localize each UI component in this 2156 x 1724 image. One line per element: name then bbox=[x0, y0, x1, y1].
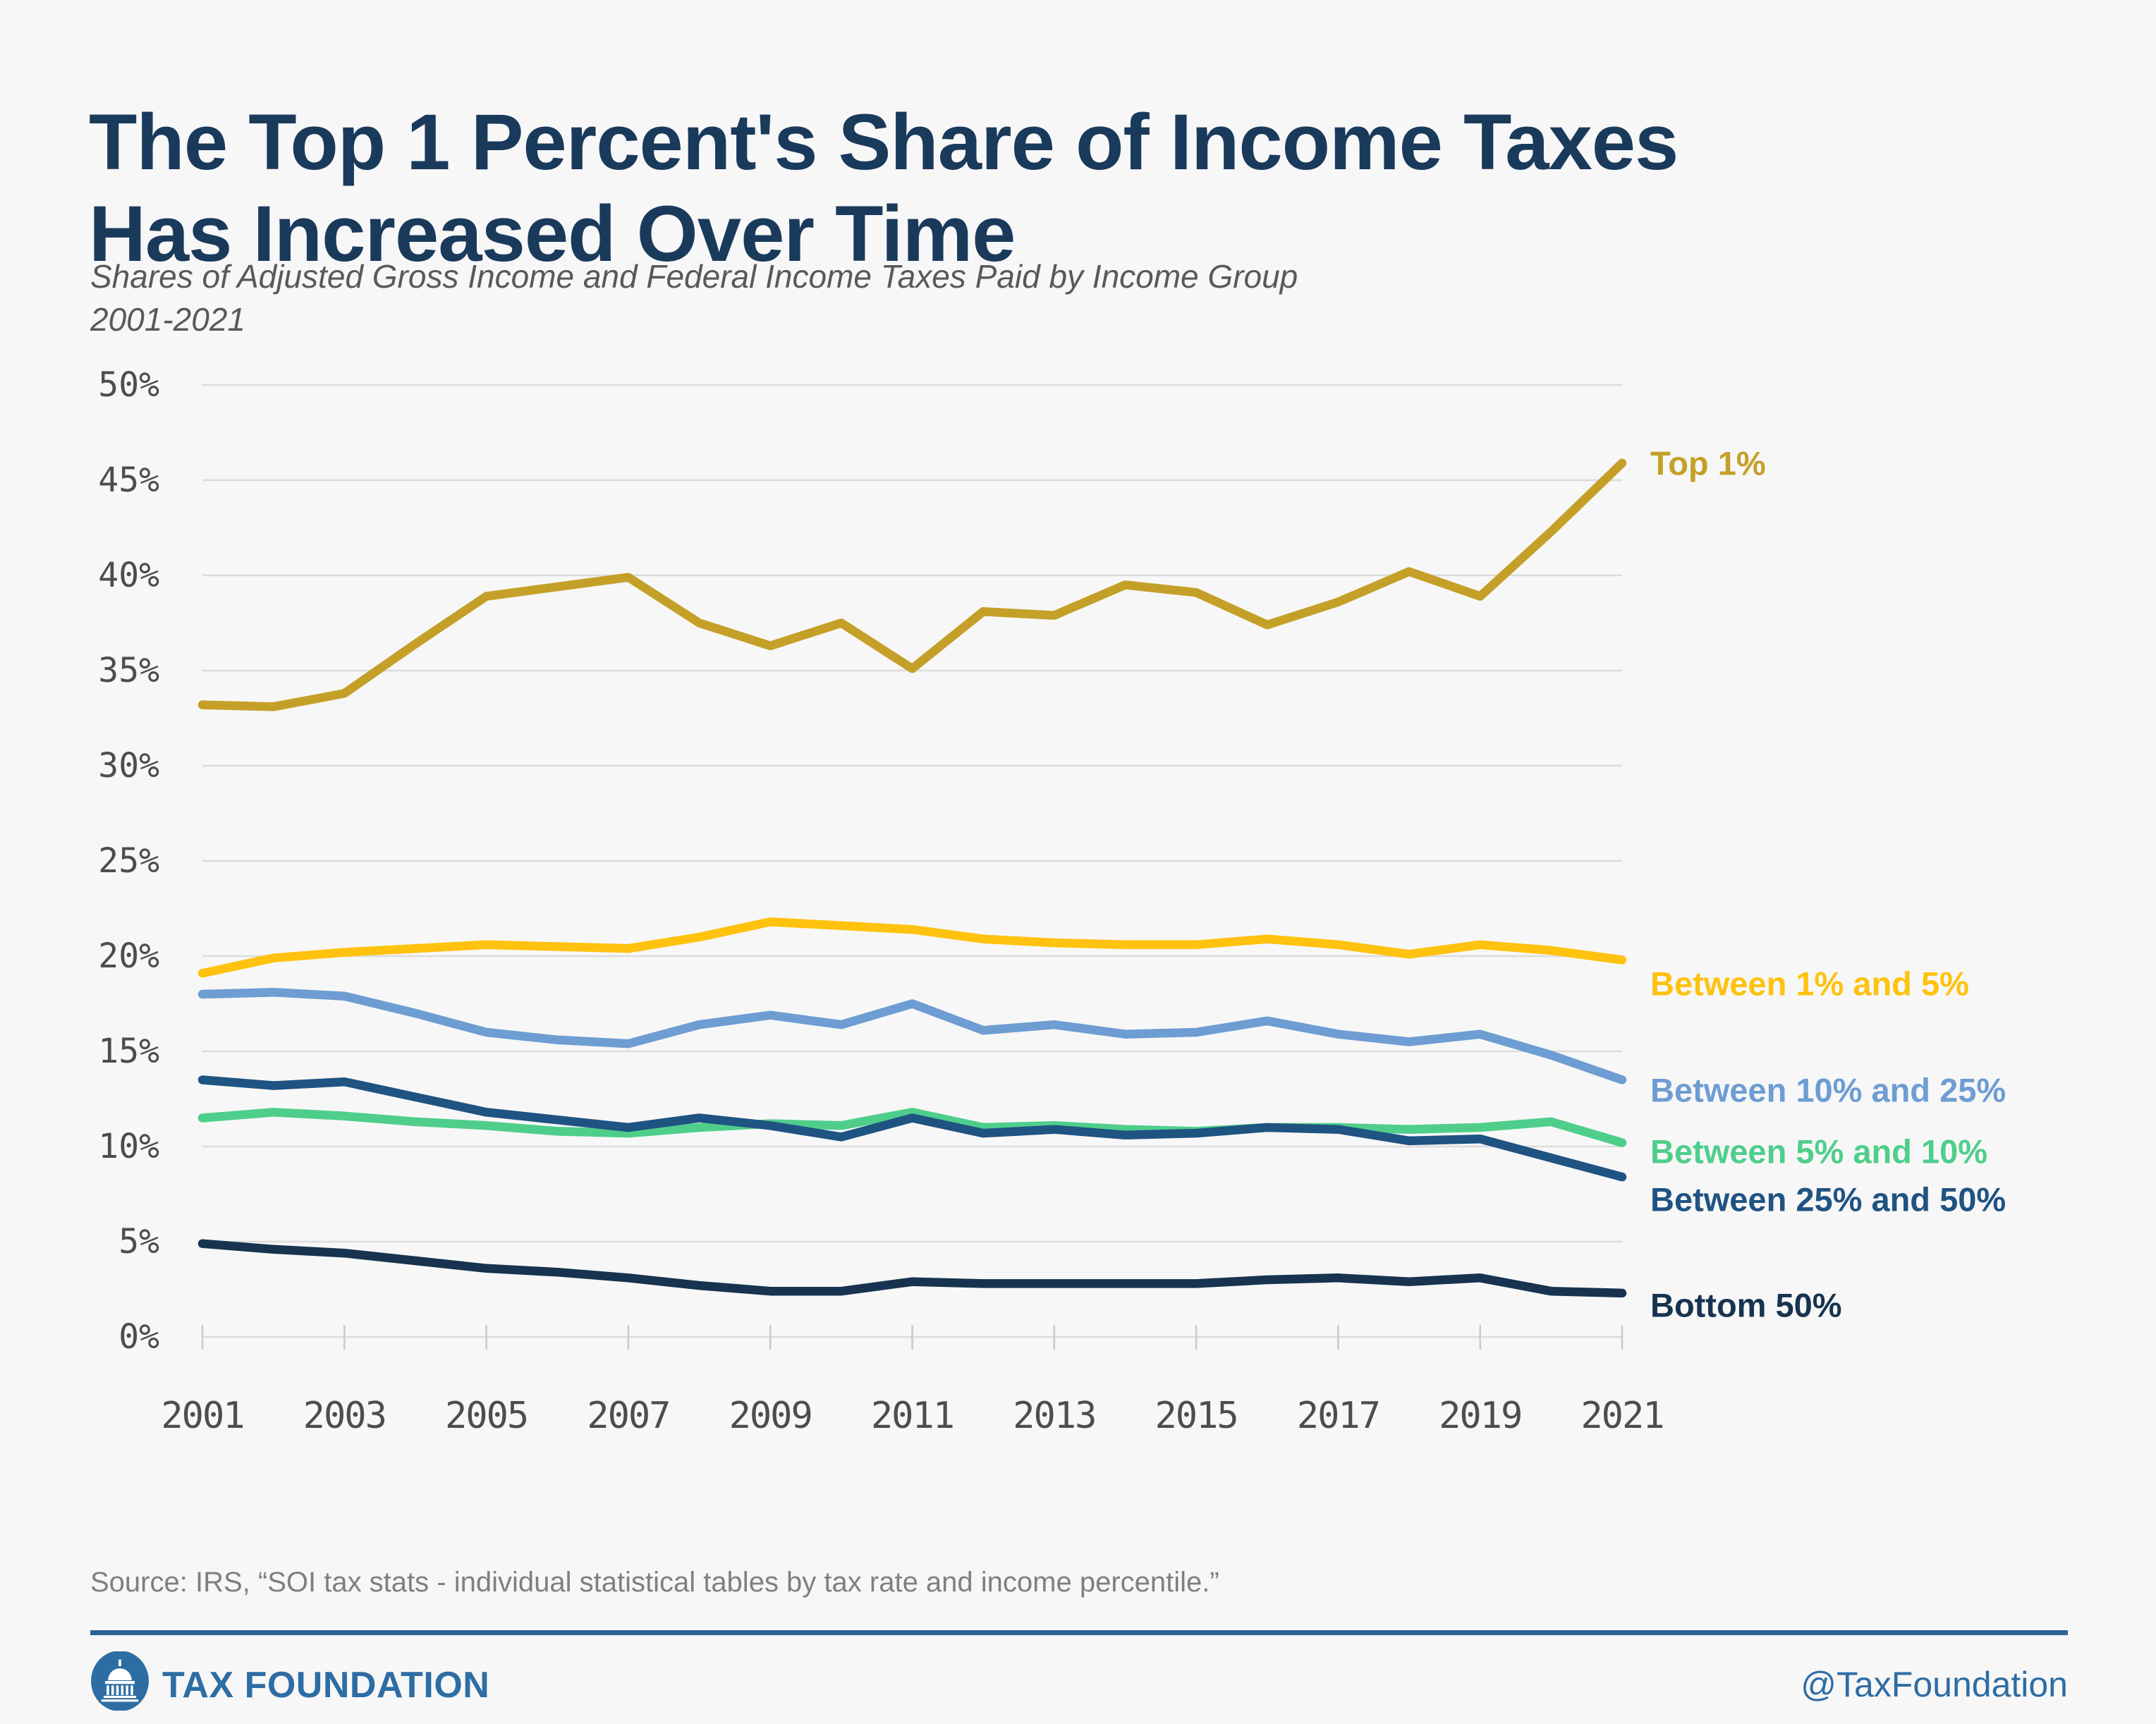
x-axis-tick-label-2011: 2011 bbox=[870, 1395, 955, 1437]
y-axis-tick-label-50: 50% bbox=[98, 365, 159, 405]
x-axis-tick-label-2021: 2021 bbox=[1581, 1395, 1664, 1437]
y-axis-tick-label-5: 5% bbox=[118, 1222, 159, 1261]
x-axis-tick-label-2017: 2017 bbox=[1296, 1395, 1381, 1437]
twitter-handle[interactable]: @TaxFoundation bbox=[1801, 1665, 2068, 1704]
series-line-between_1_5 bbox=[197, 917, 1627, 978]
capitol-dome-icon bbox=[101, 1659, 139, 1702]
source-note: Source: IRS, “SOI tax stats - individual… bbox=[90, 1567, 1219, 1598]
x-axis-tick-label-2013: 2013 bbox=[1013, 1395, 1097, 1437]
series-line-bottom_50 bbox=[197, 1239, 1627, 1298]
y-axis-tick-label-20: 20% bbox=[98, 936, 159, 976]
y-axis-tick-label-40: 40% bbox=[98, 556, 159, 595]
series-label-between_25_50: Between 25% and 50% bbox=[1650, 1180, 2006, 1218]
y-axis-tick-label-45: 45% bbox=[98, 460, 159, 500]
series-line-top1 bbox=[197, 458, 1627, 711]
series-label-between_10_25: Between 10% and 25% bbox=[1650, 1071, 2006, 1109]
series-label-between_1_5: Between 1% and 5% bbox=[1650, 965, 1969, 1003]
y-axis-tick-label-10: 10% bbox=[98, 1127, 159, 1166]
x-axis-tick-label-2001: 2001 bbox=[161, 1395, 245, 1437]
brand-name: TAX FOUNDATION bbox=[162, 1665, 490, 1706]
x-axis-tick-label-2007: 2007 bbox=[587, 1395, 671, 1437]
y-axis-tick-label-0: 0% bbox=[118, 1317, 159, 1357]
series-line-between_25_50 bbox=[197, 1075, 1627, 1182]
series-line-between_5_10 bbox=[197, 1108, 1627, 1147]
series-label-top1: Top 1% bbox=[1650, 444, 1766, 482]
page-title: The Top 1 Percent's Share of Income Taxe… bbox=[89, 98, 1679, 278]
x-axis-tick-label-2009: 2009 bbox=[729, 1395, 813, 1437]
series-line-between_10_25 bbox=[197, 988, 1627, 1084]
y-axis-tick-label-35: 35% bbox=[98, 651, 159, 690]
y-axis-tick-label-30: 30% bbox=[98, 746, 159, 785]
y-axis-tick-label-15: 15% bbox=[98, 1032, 159, 1071]
series-label-between_5_10: Between 5% and 10% bbox=[1650, 1132, 1988, 1170]
x-axis-tick-label-2005: 2005 bbox=[444, 1395, 529, 1437]
y-axis-tick-label-25: 25% bbox=[98, 841, 159, 881]
chart-subtitle: Shares of Adjusted Gross Income and Fede… bbox=[90, 258, 1298, 338]
x-axis-tick-label-2003: 2003 bbox=[303, 1395, 387, 1437]
series-label-bottom_50: Bottom 50% bbox=[1650, 1286, 1842, 1324]
x-axis-tick-label-2015: 2015 bbox=[1155, 1395, 1238, 1437]
footer-divider bbox=[90, 1630, 2068, 1635]
tax-foundation-logo bbox=[91, 1651, 149, 1711]
x-axis-tick-label-2019: 2019 bbox=[1439, 1395, 1523, 1437]
